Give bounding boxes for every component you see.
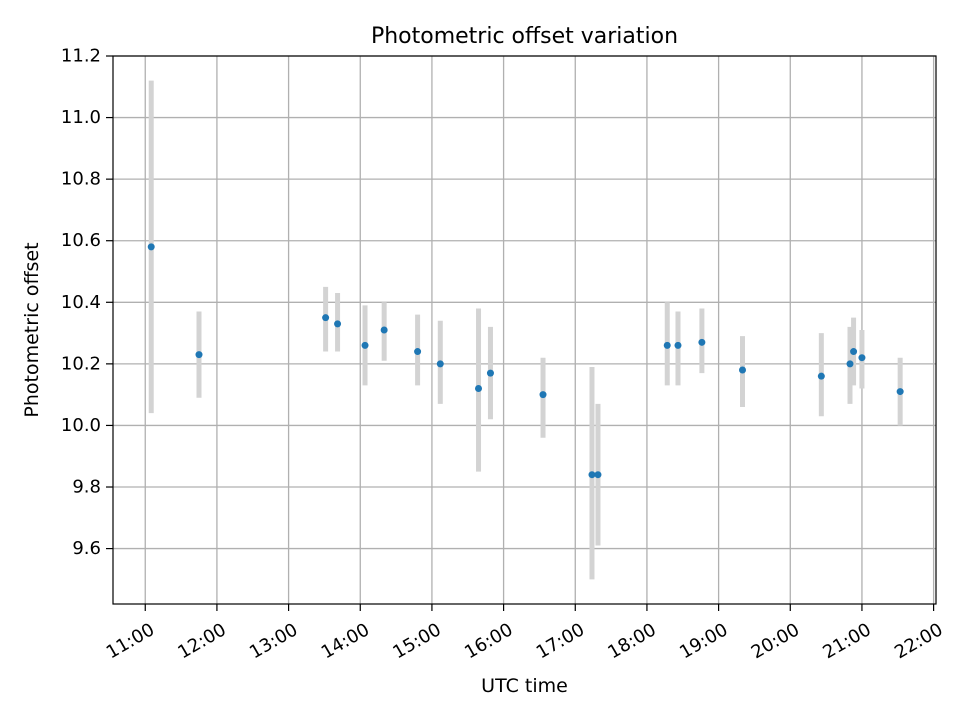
- y-tick-label: 9.8: [72, 477, 101, 498]
- data-point: [846, 360, 854, 368]
- data-point: [896, 388, 904, 396]
- data-point: [858, 354, 866, 362]
- y-tick-label: 10.2: [61, 353, 101, 374]
- data-point: [698, 338, 706, 346]
- y-tick-label: 11.2: [61, 46, 101, 67]
- data-point: [322, 314, 330, 322]
- data-point: [738, 366, 746, 374]
- data-point: [147, 243, 155, 251]
- y-axis-label: Photometric offset: [21, 242, 43, 417]
- y-tick-label: 10.4: [61, 292, 101, 313]
- data-point: [334, 320, 342, 328]
- y-tick-label: 11.0: [61, 107, 101, 128]
- data-point: [361, 341, 369, 349]
- data-point: [663, 341, 671, 349]
- data-point: [850, 348, 858, 356]
- x-axis-label: UTC time: [481, 675, 568, 697]
- data-point: [380, 326, 388, 334]
- y-tick-label: 10.8: [61, 169, 101, 190]
- data-points: [147, 243, 904, 479]
- plot-frame: [112, 55, 937, 605]
- data-point: [817, 372, 825, 380]
- data-point: [594, 471, 602, 479]
- data-point: [674, 341, 682, 349]
- data-point: [486, 369, 494, 377]
- data-point: [436, 360, 444, 368]
- data-point: [539, 391, 547, 399]
- y-tick-label: 9.6: [72, 538, 101, 559]
- data-point: [195, 351, 203, 359]
- data-point: [588, 471, 596, 479]
- chart-title: Photometric offset variation: [371, 24, 678, 49]
- y-tick-label: 10.6: [61, 230, 101, 251]
- data-point: [475, 384, 483, 392]
- y-tick-label: 10.0: [61, 415, 101, 436]
- data-point: [414, 348, 422, 356]
